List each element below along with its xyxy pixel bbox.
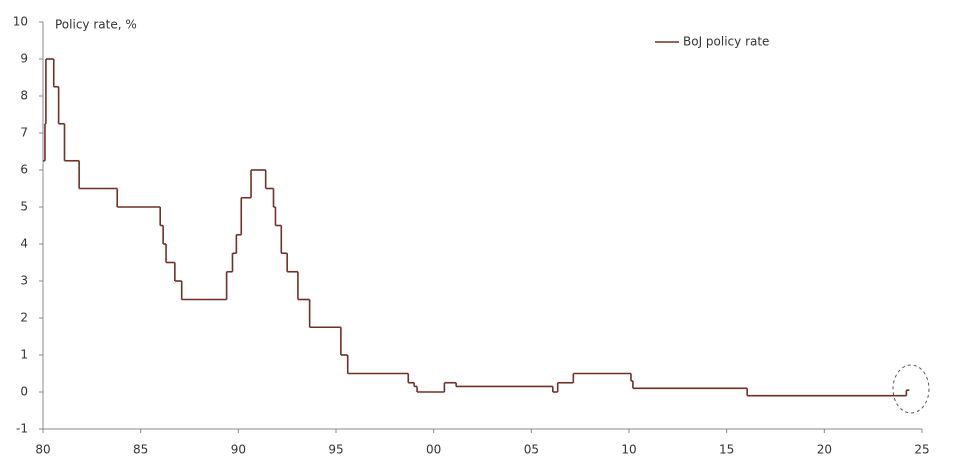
- y-tick-label: -1: [16, 422, 28, 436]
- x-tick-label: 10: [621, 443, 636, 457]
- x-tick-label: 85: [133, 443, 148, 457]
- y-tick-label: 4: [20, 237, 28, 251]
- y-tick-label: 3: [20, 274, 28, 288]
- x-tick-label: 95: [328, 443, 343, 457]
- y-tick-label: 0: [20, 385, 28, 399]
- x-tick-label: 80: [35, 443, 50, 457]
- y-tick-label: 9: [20, 52, 28, 66]
- x-tick-label: 25: [914, 443, 929, 457]
- x-tick-label: 00: [426, 443, 441, 457]
- x-tick-label: 05: [524, 443, 539, 457]
- y-tick-label: 8: [20, 89, 28, 103]
- y-tick-label: 7: [20, 126, 28, 140]
- x-tick-label: 20: [817, 443, 832, 457]
- y-tick-label: 10: [13, 15, 28, 29]
- x-tick-label: 90: [231, 443, 246, 457]
- legend-label: BoJ policy rate: [683, 35, 769, 49]
- highlight-circle: [892, 364, 930, 414]
- y-tick-label: 5: [20, 200, 28, 214]
- axis-label: Policy rate, %: [55, 18, 137, 32]
- y-tick-label: 6: [20, 163, 28, 177]
- y-tick-label: 2: [20, 311, 28, 325]
- x-tick-label: 15: [719, 443, 734, 457]
- y-tick-label: 1: [20, 348, 28, 362]
